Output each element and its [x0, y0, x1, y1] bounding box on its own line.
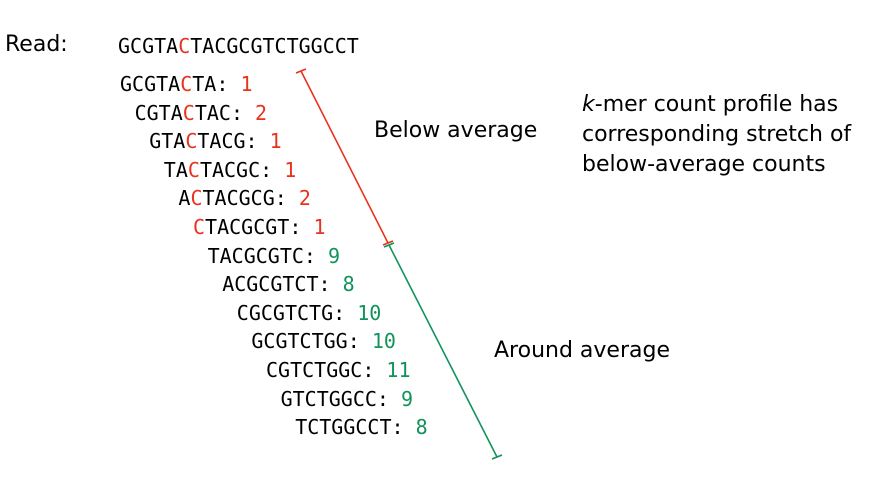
kmer-count: 9	[401, 386, 414, 411]
below-average-bracket-cap-top	[295, 68, 307, 74]
around-average-bracket-cap-top	[383, 242, 395, 248]
kmer-count: 8	[415, 415, 428, 440]
kmer-separator: :	[376, 386, 402, 411]
kmer-row: CGTACTAC: 2	[135, 101, 267, 125]
kmer-sequence-prefix: GCGTA	[120, 72, 181, 96]
profile-note-line-2: corresponding stretch of	[582, 122, 852, 147]
kmer-row: CGTCTGGC: 11	[266, 358, 411, 382]
kmer-row: ACGCGTCT: 8	[222, 272, 354, 296]
kmer-sequence-prefix: GTA	[149, 129, 186, 154]
kmer-separator: :	[289, 215, 314, 239]
kmer-sequence-prefix: CGTCTGGC	[266, 358, 363, 382]
profile-note-line-3: below-average counts	[582, 152, 826, 177]
read-sequence-suffix: TACGCGTCTGGCCT	[190, 34, 359, 58]
kmer-sequence-prefix: ACGCGTCT	[222, 272, 319, 297]
around-average-label: Around average	[494, 338, 670, 363]
kmer-row: CGCGTCTG: 10	[237, 301, 382, 325]
kmer-separator: :	[260, 157, 285, 182]
kmer-sequence-suffix: TACG	[197, 129, 246, 154]
kmer-sequence-suffix: TACGCG	[202, 186, 275, 211]
around-average-bracket-line	[388, 244, 498, 458]
below-average-label: Below average	[374, 118, 538, 143]
profile-note: k-mer count profile has corresponding st…	[582, 90, 851, 180]
kmer-error-base: C	[187, 157, 200, 182]
kmer-separator: :	[303, 243, 329, 268]
kmer-error-base: C	[190, 186, 203, 211]
kmer-error-base: C	[185, 129, 198, 154]
kmer-row: CTACGCGT: 1	[193, 215, 325, 239]
kmer-row: TACGCGTC: 9	[208, 244, 340, 268]
kmer-sequence-suffix: TAC	[194, 100, 231, 125]
around-average-bracket	[383, 242, 503, 460]
kmer-separator: :	[333, 300, 358, 325]
kmer-row: GCGTACTA: 1	[120, 72, 253, 96]
kmer-separator: :	[318, 272, 343, 297]
kmer-count: 9	[328, 243, 341, 268]
read-sequence-prefix: GCGTA	[118, 34, 179, 58]
read-label: Read:	[5, 32, 68, 57]
profile-note-line-1-rest: -mer count profile has	[594, 92, 839, 117]
around-average-bracket-cap-bottom	[491, 454, 503, 460]
kmer-sequence-suffix: TACGC	[199, 157, 261, 182]
kmer-sequence-suffix: TA	[192, 72, 217, 96]
kmer-count: 2	[255, 100, 268, 125]
kmer-count: 11	[386, 358, 411, 382]
kmer-separator: :	[216, 72, 241, 96]
kmer-row: TCTGGCCT: 8	[295, 415, 427, 439]
kmer-count: 1	[240, 72, 253, 96]
kmer-error-base: C	[182, 100, 195, 125]
kmer-row: ACTACGCG: 2	[178, 186, 310, 210]
kmer-sequence-prefix: TA	[163, 157, 188, 182]
kmer-sequence-prefix: CGCGTCTG	[236, 300, 334, 325]
kmer-error-base: C	[193, 215, 206, 239]
kmer-count: 1	[269, 129, 282, 154]
below-average-bracket-line	[300, 70, 389, 244]
kmer-row: GTCTGGCC: 9	[281, 387, 413, 411]
read-sequence-error-base: C	[178, 34, 191, 58]
kmer-separator: :	[391, 415, 416, 440]
kmer-error-base: C	[180, 72, 193, 96]
kmer-sequence-prefix: TCTGGCCT	[295, 415, 392, 440]
profile-note-line-1: k-mer count profile has	[582, 90, 851, 120]
kmer-sequence-prefix: GCGTCTGG	[251, 329, 348, 354]
kmer-separator: :	[274, 186, 299, 211]
kmer-sequence-prefix: TACGCGTC	[207, 243, 304, 268]
kmer-separator: :	[362, 358, 387, 382]
kmer-count: 10	[371, 329, 396, 354]
kmer-row: TACTACGC: 1	[164, 158, 297, 182]
kmer-row: GTACTACG: 1	[149, 129, 281, 153]
profile-note-k: k	[582, 92, 595, 117]
read-sequence: GCGTACTACGCGTCTGGCCT	[118, 34, 359, 58]
kmer-separator: :	[245, 129, 270, 154]
kmer-count: 10	[357, 300, 382, 325]
below-average-bracket-cap-bottom	[382, 240, 394, 246]
kmer-separator: :	[347, 329, 372, 354]
kmer-sequence-prefix: A	[178, 186, 191, 211]
kmer-separator: :	[230, 100, 256, 125]
kmer-sequence-prefix: GTCTGGCC	[280, 386, 377, 411]
kmer-row: GCGTCTGG: 10	[251, 329, 396, 353]
below-average-bracket	[295, 68, 394, 246]
kmer-count: 1	[284, 157, 297, 182]
kmer-count: 1	[313, 215, 326, 239]
kmer-count: 2	[298, 186, 311, 211]
kmer-count: 8	[342, 272, 355, 297]
kmer-sequence-suffix: TACGCGT	[205, 215, 290, 239]
kmer-sequence-prefix: CGTA	[134, 100, 183, 125]
